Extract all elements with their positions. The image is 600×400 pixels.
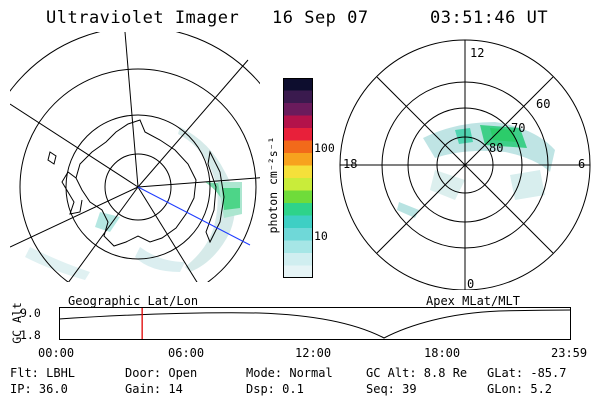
colorbar-band xyxy=(283,228,313,241)
mlt-label-6: 6 xyxy=(578,157,586,171)
altitude-xtick-1200: 12:00 xyxy=(295,346,332,360)
dsp-info: Dsp: 0.1 xyxy=(246,382,304,396)
colorbar-band xyxy=(283,78,313,91)
emission-patches xyxy=(397,122,555,218)
filter-info: Flt: LBHL xyxy=(10,366,76,380)
seq-info: Seq: 39 xyxy=(366,382,417,396)
colorbar-band xyxy=(283,215,313,229)
altitude-ytick-1-8: 1.8 xyxy=(20,328,41,342)
right-panel-caption: Apex MLat/MLT xyxy=(426,294,520,308)
magnetic-polar-map xyxy=(339,39,591,290)
gc-alt-info: GC Alt: 8.8 Re xyxy=(366,366,468,380)
colorbar-band xyxy=(283,128,313,141)
colorbar-band xyxy=(283,115,313,129)
instrument-title: Ultraviolet Imager xyxy=(46,8,240,28)
altitude-xtick-0000: 00:00 xyxy=(38,346,75,360)
colorbar-band xyxy=(283,165,313,179)
geographic-map xyxy=(10,32,260,282)
mlat-label-80: 80 xyxy=(489,141,504,155)
colorbar xyxy=(283,78,313,278)
colorbar-band xyxy=(283,178,313,191)
mlt-label-12: 12 xyxy=(470,46,485,60)
colorbar-band xyxy=(283,203,313,216)
emission-patches xyxy=(25,127,242,280)
date-label: 16 Sep 07 xyxy=(272,8,369,28)
colorbar-band xyxy=(283,253,313,266)
colorbar-band xyxy=(283,265,313,278)
mlt-label-0: 0 xyxy=(467,277,475,291)
mode-info: Mode: Normal xyxy=(246,366,333,380)
door-info: Door: Open xyxy=(125,366,198,380)
colorbar-band xyxy=(283,140,313,154)
altitude-xtick-0600: 06:00 xyxy=(168,346,205,360)
mlat-label-70: 70 xyxy=(511,121,526,135)
colorbar-band xyxy=(283,153,313,166)
altitude-xtick-1800: 18:00 xyxy=(424,346,461,360)
altitude-curve xyxy=(59,309,571,339)
colorbar-band xyxy=(283,90,313,104)
colorbar-border xyxy=(283,78,313,278)
continent-outline xyxy=(75,119,197,247)
colorbar-unit-label: photon cm⁻²s⁻¹ xyxy=(266,136,280,234)
altitude-xtick-2359: 23:59 xyxy=(551,346,588,360)
altitude-ytick-9: 9.0 xyxy=(20,306,41,320)
gain-info: Gain: 14 xyxy=(125,382,183,396)
mlat-label-60: 60 xyxy=(536,97,551,111)
colorbar-tick-10: 10 xyxy=(314,229,328,243)
altitude-plot xyxy=(59,307,571,340)
time-label: 03:51:46 UT xyxy=(430,8,549,28)
glon-info: GLon: 5.2 xyxy=(487,382,553,396)
ip-info: IP: 36.0 xyxy=(10,382,68,396)
colorbar-band xyxy=(283,103,313,116)
left-panel-caption: Geographic Lat/Lon xyxy=(68,294,199,308)
colorbar-band xyxy=(283,190,313,204)
mlt-label-18: 18 xyxy=(343,157,358,171)
colorbar-tick-100: 100 xyxy=(314,141,335,155)
colorbar-band xyxy=(283,240,313,254)
glat-info: GLat: -85.7 xyxy=(487,366,567,380)
